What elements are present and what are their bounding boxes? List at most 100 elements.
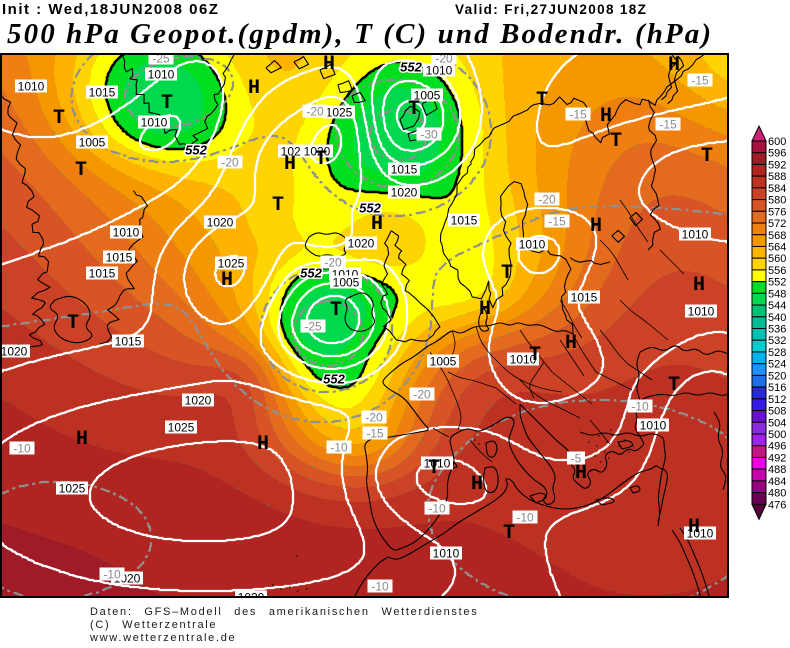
svg-text:-15: -15: [366, 427, 384, 441]
svg-text:-20: -20: [221, 156, 239, 170]
svg-text:1010: 1010: [640, 419, 667, 433]
svg-text:-15: -15: [691, 74, 709, 88]
svg-text:H: H: [600, 105, 612, 128]
svg-text:1010: 1010: [519, 238, 546, 252]
svg-text:-10: -10: [428, 502, 446, 516]
svg-text:512: 512: [768, 394, 786, 406]
svg-text:-15: -15: [569, 108, 587, 122]
svg-text:T: T: [75, 159, 87, 182]
svg-text:T: T: [536, 89, 548, 112]
svg-text:H: H: [668, 54, 680, 77]
svg-text:T: T: [67, 312, 79, 335]
svg-text:552: 552: [400, 60, 422, 75]
svg-text:536: 536: [768, 324, 786, 336]
svg-text:504: 504: [768, 417, 786, 429]
svg-text:-20: -20: [365, 411, 383, 425]
svg-text:568: 568: [768, 230, 786, 242]
svg-text:556: 556: [768, 265, 786, 277]
svg-text:500: 500: [768, 429, 786, 441]
svg-text:1010: 1010: [424, 457, 451, 471]
svg-text:524: 524: [768, 359, 786, 371]
svg-text:-10: -10: [516, 511, 534, 525]
svg-text:-15: -15: [548, 215, 566, 229]
svg-text:560: 560: [768, 253, 786, 265]
svg-text:1015: 1015: [115, 335, 142, 349]
svg-text:1020: 1020: [391, 186, 418, 200]
svg-text:1020: 1020: [1, 345, 28, 359]
svg-text:H: H: [248, 77, 260, 100]
svg-text:1010: 1010: [426, 64, 453, 78]
svg-text:1005: 1005: [430, 355, 457, 369]
svg-text:488: 488: [768, 464, 786, 476]
svg-text:H: H: [257, 433, 269, 456]
svg-text:-25: -25: [304, 320, 322, 334]
svg-text:1015: 1015: [106, 251, 133, 265]
svg-text:584: 584: [768, 183, 786, 195]
svg-text:H: H: [479, 298, 491, 321]
svg-text:H: H: [590, 215, 602, 238]
svg-text:1005: 1005: [414, 89, 441, 103]
svg-text:-10: -10: [631, 400, 649, 414]
svg-text:-5: -5: [571, 452, 582, 466]
svg-text:-20: -20: [306, 105, 324, 119]
svg-text:1015: 1015: [451, 214, 478, 228]
svg-text:-25: -25: [152, 52, 170, 66]
svg-text:516: 516: [768, 382, 786, 394]
svg-text:1010: 1010: [148, 68, 175, 82]
svg-text:552: 552: [300, 266, 322, 281]
svg-text:-10: -10: [330, 441, 348, 455]
svg-text:1025: 1025: [168, 421, 195, 435]
svg-text:-20: -20: [413, 388, 431, 402]
svg-text:1005: 1005: [79, 136, 106, 150]
svg-text:T: T: [701, 145, 713, 168]
svg-text:T: T: [610, 130, 622, 153]
svg-text:496: 496: [768, 441, 786, 453]
svg-text:-20: -20: [538, 193, 556, 207]
svg-text:564: 564: [768, 241, 786, 253]
svg-text:T: T: [428, 457, 440, 480]
svg-text:1010: 1010: [141, 116, 168, 130]
svg-text:-20: -20: [435, 52, 453, 66]
svg-text:492: 492: [768, 452, 786, 464]
svg-text:1025: 1025: [326, 106, 353, 120]
svg-text:540: 540: [768, 312, 786, 324]
svg-text:1010: 1010: [687, 527, 714, 541]
svg-text:H: H: [693, 274, 705, 297]
svg-text:H: H: [688, 516, 700, 539]
svg-text:T: T: [272, 194, 284, 217]
svg-text:T: T: [315, 148, 327, 171]
svg-text:576: 576: [768, 206, 786, 218]
svg-text:H: H: [284, 153, 296, 176]
svg-text:T: T: [330, 299, 342, 322]
svg-text:528: 528: [768, 347, 786, 359]
svg-text:552: 552: [323, 372, 345, 387]
svg-text:H: H: [471, 473, 483, 496]
svg-text:T: T: [529, 344, 541, 367]
svg-text:T: T: [668, 374, 680, 397]
svg-text:596: 596: [768, 148, 786, 160]
svg-text:H: H: [575, 462, 587, 485]
svg-text:484: 484: [768, 476, 786, 488]
svg-text:532: 532: [768, 335, 786, 347]
svg-text:1020: 1020: [185, 394, 212, 408]
svg-text:520: 520: [768, 370, 786, 382]
svg-text:1010: 1010: [682, 228, 709, 242]
svg-text:H: H: [323, 53, 335, 76]
svg-text:-10: -10: [103, 568, 121, 582]
svg-text:T: T: [503, 522, 515, 545]
svg-text:544: 544: [768, 300, 786, 312]
svg-text:-20: -20: [324, 256, 342, 270]
svg-text:480: 480: [768, 488, 786, 500]
svg-text:1020: 1020: [304, 145, 331, 159]
svg-text:552: 552: [185, 143, 207, 158]
svg-text:1015: 1015: [89, 267, 116, 281]
svg-text:552: 552: [359, 201, 381, 216]
svg-text:1010: 1010: [510, 353, 537, 367]
svg-text:1010: 1010: [18, 80, 45, 94]
svg-text:T: T: [501, 262, 513, 285]
svg-text:1025: 1025: [281, 145, 308, 159]
svg-text:1015: 1015: [391, 163, 418, 177]
svg-text:1010: 1010: [433, 547, 460, 561]
svg-text:508: 508: [768, 406, 786, 418]
svg-text:476: 476: [768, 499, 786, 511]
